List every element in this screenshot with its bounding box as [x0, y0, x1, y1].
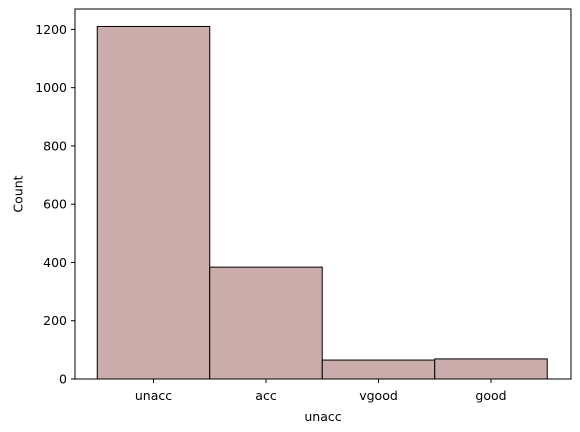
y-tick-label: 0: [59, 372, 67, 387]
y-tick-label: 800: [43, 138, 67, 153]
y-tick-label: 600: [43, 197, 67, 212]
bar-good: [434, 358, 548, 380]
bars-group: [96, 25, 548, 380]
x-tick-label-good: good: [475, 388, 506, 403]
x-tick-label-vgood: vgood: [359, 388, 398, 403]
y-tick-label: 200: [43, 313, 67, 328]
y-tick-label: 400: [43, 255, 67, 270]
plot-frame: [74, 8, 572, 380]
bar-unacc: [96, 25, 211, 380]
y-tick-label: 1000: [35, 80, 67, 95]
bar-vgood: [321, 359, 436, 380]
x-tick-label-unacc: unacc: [135, 388, 172, 403]
y-tick-label: 1200: [35, 22, 67, 37]
y-axis-label: Count: [11, 175, 26, 212]
x-axis-ticks: unacc acc vgood good: [135, 379, 507, 403]
y-axis-ticks: 0 200 400 600 800 1000 1200: [35, 22, 75, 387]
bar-acc: [209, 266, 323, 380]
x-tick-label-acc: acc: [255, 388, 277, 403]
x-axis-label: unacc: [304, 409, 341, 424]
